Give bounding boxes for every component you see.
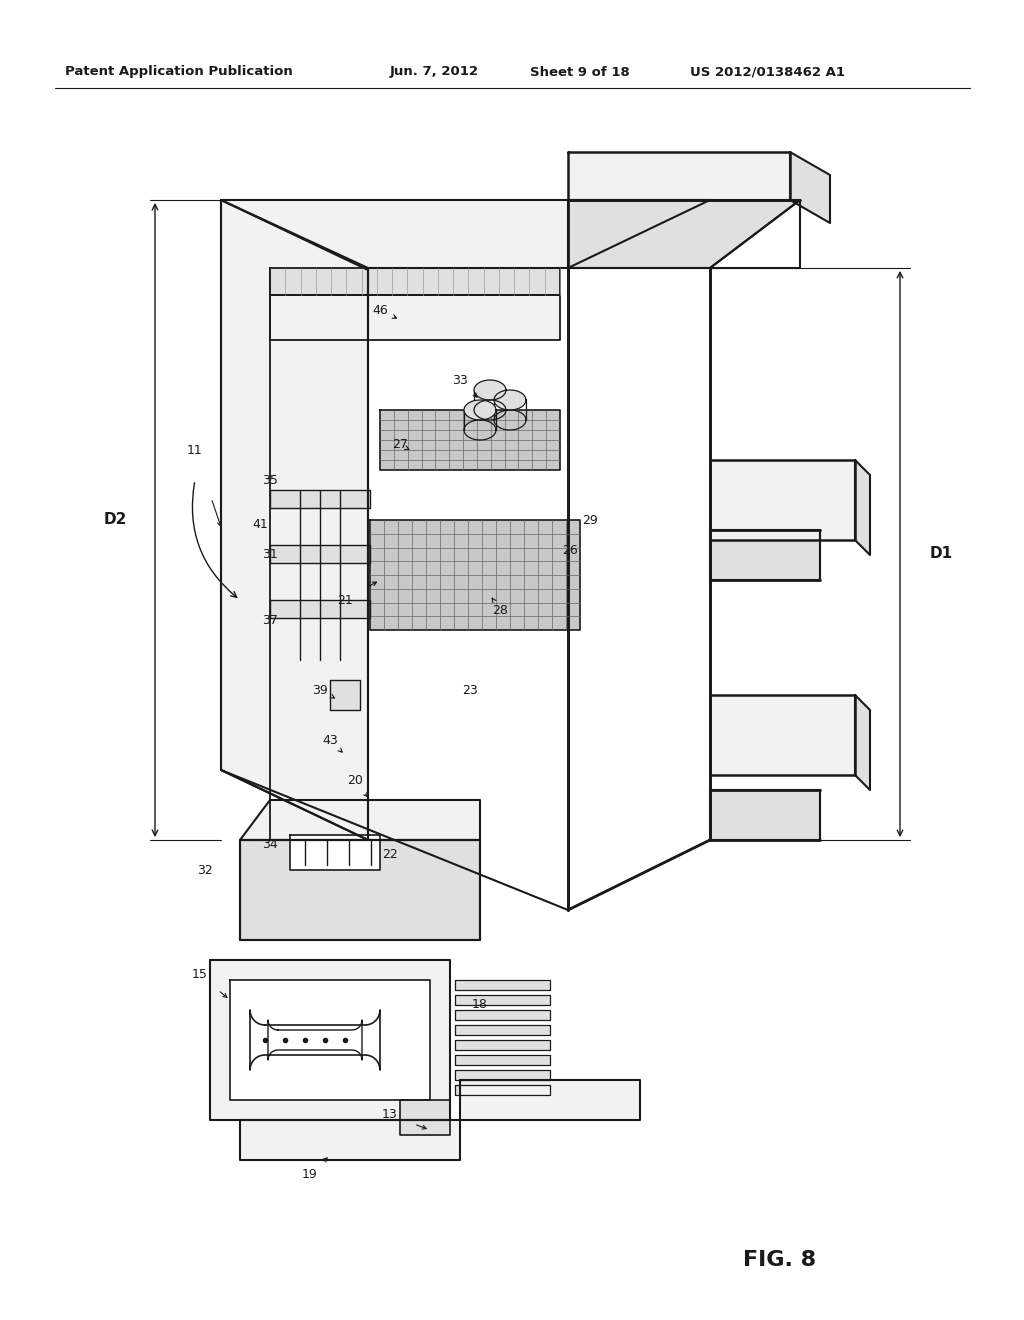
Text: 22: 22: [382, 849, 398, 862]
Polygon shape: [455, 979, 550, 990]
Polygon shape: [710, 696, 855, 775]
Polygon shape: [494, 389, 526, 411]
Text: Patent Application Publication: Patent Application Publication: [65, 66, 293, 78]
Polygon shape: [460, 1080, 640, 1119]
Polygon shape: [855, 696, 870, 789]
Text: 19: 19: [302, 1168, 317, 1181]
Polygon shape: [240, 1119, 460, 1160]
Text: 11: 11: [187, 444, 203, 457]
Polygon shape: [330, 680, 360, 710]
Polygon shape: [240, 800, 480, 840]
Polygon shape: [221, 201, 710, 268]
Polygon shape: [455, 1085, 550, 1096]
Polygon shape: [455, 1010, 550, 1020]
Polygon shape: [240, 840, 480, 940]
Polygon shape: [710, 459, 855, 540]
Polygon shape: [230, 979, 430, 1100]
Text: 13: 13: [382, 1109, 398, 1122]
Polygon shape: [380, 411, 560, 470]
Text: 41: 41: [252, 519, 268, 532]
Text: 18: 18: [472, 998, 488, 1011]
Text: 46: 46: [372, 304, 388, 317]
Text: 23: 23: [462, 684, 478, 697]
Polygon shape: [270, 268, 560, 294]
Polygon shape: [221, 201, 368, 840]
Text: 31: 31: [262, 549, 278, 561]
Text: FIG. 8: FIG. 8: [743, 1250, 816, 1270]
Polygon shape: [710, 531, 820, 579]
Text: 37: 37: [262, 614, 278, 627]
Polygon shape: [455, 1040, 550, 1049]
Polygon shape: [855, 459, 870, 554]
Text: 32: 32: [198, 863, 213, 876]
Polygon shape: [568, 201, 800, 268]
Text: 21: 21: [337, 594, 353, 606]
Polygon shape: [400, 1100, 450, 1135]
Text: D2: D2: [103, 512, 127, 528]
Polygon shape: [455, 1071, 550, 1080]
Text: Jun. 7, 2012: Jun. 7, 2012: [390, 66, 479, 78]
Text: 29: 29: [582, 513, 598, 527]
Text: US 2012/0138462 A1: US 2012/0138462 A1: [690, 66, 845, 78]
Text: D1: D1: [930, 546, 953, 561]
Polygon shape: [464, 400, 496, 420]
Text: 20: 20: [347, 774, 362, 787]
Polygon shape: [270, 294, 560, 341]
Polygon shape: [290, 836, 380, 870]
Polygon shape: [455, 1026, 550, 1035]
Text: 28: 28: [493, 603, 508, 616]
Text: 26: 26: [562, 544, 578, 557]
Polygon shape: [210, 960, 450, 1119]
Text: 35: 35: [262, 474, 278, 487]
Polygon shape: [568, 152, 790, 201]
Polygon shape: [455, 1055, 550, 1065]
Polygon shape: [710, 789, 820, 840]
Polygon shape: [270, 490, 370, 508]
Polygon shape: [455, 995, 550, 1005]
Polygon shape: [474, 380, 506, 400]
Text: Sheet 9 of 18: Sheet 9 of 18: [530, 66, 630, 78]
Polygon shape: [790, 152, 830, 223]
Text: 15: 15: [193, 969, 208, 982]
Polygon shape: [270, 545, 370, 564]
Text: 27: 27: [392, 438, 408, 451]
Text: 39: 39: [312, 684, 328, 697]
Polygon shape: [240, 840, 480, 940]
Polygon shape: [370, 520, 580, 630]
Text: 43: 43: [323, 734, 338, 747]
Text: 33: 33: [453, 374, 468, 387]
Text: 34: 34: [262, 838, 278, 851]
Polygon shape: [270, 601, 370, 618]
